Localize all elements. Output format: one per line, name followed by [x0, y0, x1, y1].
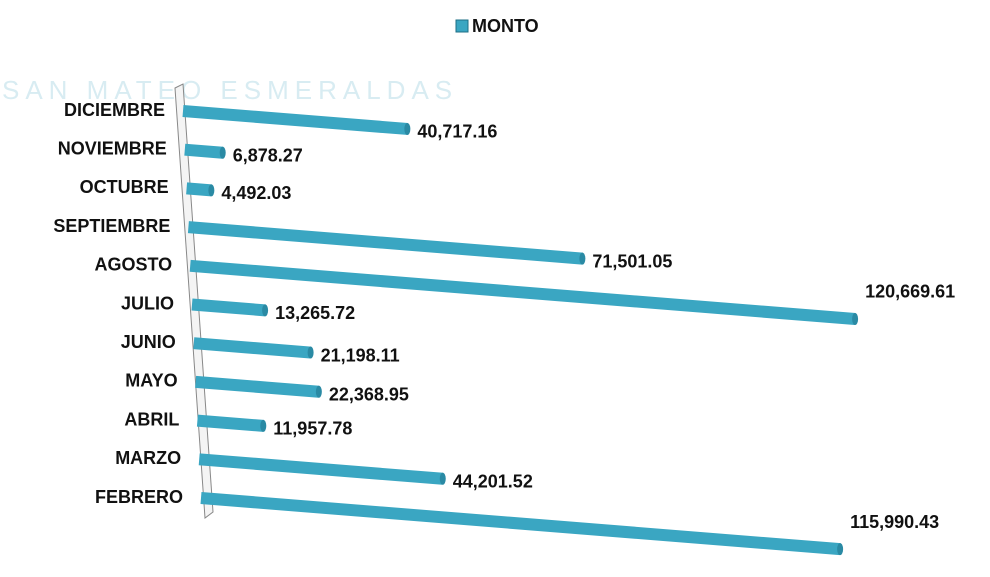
bar	[200, 492, 841, 556]
bar-end	[262, 304, 269, 317]
bar-end	[219, 146, 226, 159]
value-label: 13,265.72	[275, 303, 355, 323]
value-label: 22,368.95	[329, 385, 409, 405]
bar	[189, 259, 856, 325]
bar	[191, 298, 266, 317]
legend-label: MONTO	[472, 16, 539, 36]
value-label: 6,878.27	[233, 145, 303, 165]
category-label: SEPTIEMBRE	[53, 216, 170, 236]
watermark: SAN MATEO ESMERALDAS	[2, 75, 458, 105]
bar	[196, 414, 264, 432]
value-label: 4,492.03	[221, 183, 291, 203]
value-label: 44,201.52	[453, 472, 533, 492]
bar	[198, 453, 444, 485]
bar-end	[307, 346, 314, 359]
bar	[182, 105, 408, 135]
bar-end	[837, 543, 844, 556]
value-label: 40,717.16	[417, 122, 497, 142]
legend-swatch	[455, 19, 469, 33]
bar	[186, 182, 212, 197]
category-label: MAYO	[125, 371, 177, 391]
bar-end	[852, 312, 859, 325]
category-label: ABRIL	[124, 409, 179, 429]
value-label: 115,990.43	[850, 512, 939, 532]
bar	[187, 221, 583, 265]
bar-end	[404, 122, 411, 135]
category-label: DICIEMBRE	[64, 100, 165, 120]
value-label: 120,669.61	[865, 282, 955, 302]
value-label: 71,501.05	[592, 251, 672, 271]
bar-end	[315, 385, 322, 398]
bar	[184, 143, 224, 159]
category-label: JULIO	[121, 293, 174, 313]
value-label: 21,198.11	[321, 345, 400, 365]
category-label: OCTUBRE	[80, 177, 169, 197]
category-label: AGOSTO	[95, 255, 173, 275]
category-label: JUNIO	[121, 332, 176, 352]
category-label: NOVIEMBRE	[58, 138, 167, 158]
bar-end	[208, 184, 215, 197]
bar-end	[579, 252, 586, 265]
bar	[193, 337, 312, 359]
bar-end	[260, 419, 267, 432]
bar-end	[439, 472, 446, 485]
category-label: FEBRERO	[95, 487, 183, 507]
value-label: 11,957.78	[273, 419, 352, 439]
bar	[195, 375, 320, 398]
category-label: MARZO	[115, 448, 181, 468]
